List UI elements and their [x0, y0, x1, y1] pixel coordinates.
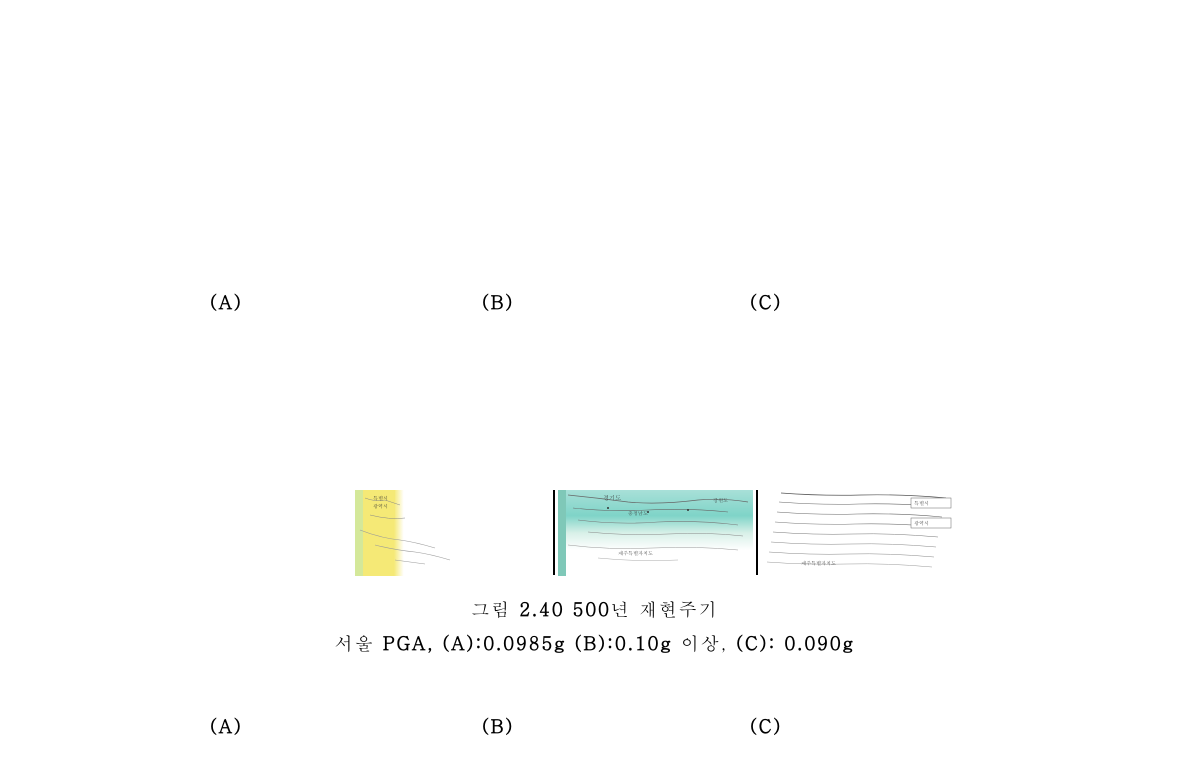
panel-label-c-top: (C) — [750, 290, 782, 315]
svg-text:강원도: 강원도 — [713, 497, 728, 504]
panel-label-a-bottom: (A) — [210, 714, 243, 739]
svg-text:광역시: 광역시 — [373, 503, 388, 510]
map-panel-a: 특별시 광역시 — [355, 490, 550, 576]
svg-text:특별시: 특별시 — [914, 500, 929, 507]
svg-text:광역시: 광역시 — [914, 520, 929, 527]
caption-line-1: 그림 2.40 500년 재현주기 — [0, 593, 1190, 627]
svg-text:충청남도: 충청남도 — [628, 510, 648, 517]
panel-label-b-top: (B) — [482, 290, 514, 315]
panel-label-a-top: (A) — [210, 290, 243, 315]
figure-divider-2 — [756, 490, 758, 575]
caption-fignum: 2.40 500 — [519, 597, 611, 622]
map-a-svg: 특별시 광역시 — [355, 490, 550, 576]
caption-line-2: 서울 PGA, (A):0.0985g (B):0.10g 이상, (C): 0… — [0, 627, 1190, 661]
caption-city: 서울 — [335, 631, 383, 656]
caption-prefix: 그림 — [471, 597, 519, 622]
map-panel-b: 경기도 강원도 충청남도 제주특별자치도 — [558, 490, 753, 576]
caption-pga-values: PGA, (A):0.0985g (B):0.10g — [383, 631, 673, 656]
svg-text:제주특별자치도: 제주특별자치도 — [618, 550, 653, 557]
caption-suffix: 년 재현주기 — [611, 597, 719, 622]
map-c-svg: 특별시 광역시 제주특별자치도 — [761, 490, 956, 576]
caption-above: 이상, — [673, 631, 736, 656]
map-panel-c: 특별시 광역시 제주특별자치도 — [761, 490, 956, 576]
caption-c-value: (C): 0.090g — [736, 631, 855, 656]
figure-divider-1 — [553, 490, 555, 575]
panel-label-c-bottom: (C) — [750, 714, 782, 739]
figure-caption: 그림 2.40 500년 재현주기 서울 PGA, (A):0.0985g (B… — [0, 593, 1190, 661]
svg-text:경기도: 경기도 — [603, 493, 621, 502]
panel-label-b-bottom: (B) — [482, 714, 514, 739]
svg-text:특별시: 특별시 — [373, 495, 388, 502]
svg-text:제주특별자치도: 제주특별자치도 — [801, 560, 836, 567]
figure-maps-row: 특별시 광역시 경기도 강원도 충청남도 제주특별자치도 — [355, 490, 956, 576]
map-b-svg: 경기도 강원도 충청남도 제주특별자치도 — [558, 490, 753, 576]
